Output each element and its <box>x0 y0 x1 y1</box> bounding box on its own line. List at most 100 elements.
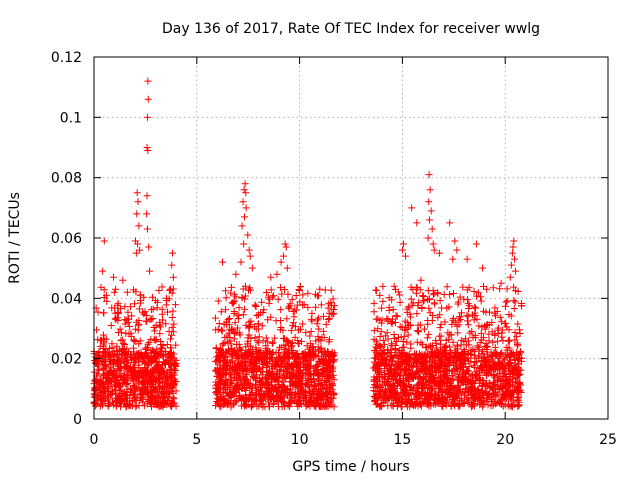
data-point <box>489 338 497 346</box>
data-point <box>132 403 140 411</box>
data-point <box>288 339 296 347</box>
data-point <box>98 336 106 344</box>
x-tick-label: 25 <box>599 432 617 448</box>
data-point <box>156 374 164 382</box>
data-point <box>151 327 159 335</box>
data-point <box>385 306 393 314</box>
data-point <box>156 321 164 329</box>
data-point <box>212 378 220 386</box>
data-point <box>148 372 156 380</box>
data-point <box>429 240 437 248</box>
data-point <box>308 317 316 325</box>
data-point <box>325 315 333 323</box>
data-point <box>414 327 422 335</box>
data-point <box>274 398 282 406</box>
data-point <box>382 389 390 397</box>
data-point <box>123 288 131 296</box>
data-point <box>292 356 300 364</box>
data-point <box>464 312 472 320</box>
data-point <box>294 350 302 357</box>
data-point <box>305 383 313 391</box>
data-point <box>426 186 434 194</box>
data-point <box>281 345 289 353</box>
data-point <box>222 287 230 295</box>
data-point <box>477 297 485 305</box>
data-point <box>488 356 496 364</box>
data-point <box>277 389 285 397</box>
data-point <box>135 305 143 313</box>
data-point <box>325 338 333 346</box>
data-point <box>409 286 417 294</box>
data-point <box>114 301 122 309</box>
data-point <box>515 398 523 406</box>
data-point <box>508 402 516 410</box>
data-point <box>143 400 151 408</box>
data-point <box>277 306 285 314</box>
data-point <box>436 368 444 376</box>
data-point <box>311 290 319 298</box>
data-point <box>435 249 443 257</box>
data-point <box>387 369 395 377</box>
data-point <box>230 365 238 373</box>
data-point <box>133 210 141 218</box>
data-point <box>144 340 152 348</box>
data-point <box>271 334 279 342</box>
data-point <box>291 333 299 341</box>
data-point <box>162 301 170 309</box>
data-point <box>286 399 294 407</box>
data-point <box>143 210 151 218</box>
data-point <box>515 326 523 334</box>
data-point <box>372 337 380 345</box>
data-point <box>131 300 139 308</box>
data-point <box>216 403 224 411</box>
data-point <box>449 255 457 263</box>
data-point <box>279 353 287 361</box>
data-point <box>420 374 428 382</box>
data-point <box>295 399 303 407</box>
data-point <box>259 367 267 375</box>
data-point <box>279 378 287 386</box>
data-point <box>151 387 159 395</box>
data-point <box>303 342 311 350</box>
data-point <box>263 288 271 296</box>
data-point <box>486 308 494 316</box>
data-point <box>158 283 166 291</box>
data-point <box>463 286 471 294</box>
data-point <box>243 350 251 358</box>
data-point <box>153 304 161 312</box>
data-point <box>304 400 312 408</box>
data-point <box>431 300 439 308</box>
data-point <box>156 349 164 357</box>
data-point <box>250 374 258 382</box>
data-point <box>259 381 267 389</box>
data-point <box>163 396 171 404</box>
data-point <box>325 377 333 385</box>
data-point <box>134 350 142 358</box>
data-point <box>476 339 484 347</box>
data-point <box>514 320 522 328</box>
data-point <box>470 288 478 296</box>
data-point <box>231 384 239 392</box>
data-point <box>248 346 256 354</box>
data-point <box>269 356 277 364</box>
data-point <box>262 344 270 352</box>
data-point <box>248 402 256 410</box>
data-point <box>130 397 138 405</box>
data-point <box>168 323 176 331</box>
data-point <box>232 270 240 278</box>
data-point <box>152 366 160 374</box>
data-point <box>156 330 164 338</box>
data-point <box>370 308 378 316</box>
data-point <box>302 328 310 336</box>
data-point <box>307 328 315 336</box>
data-point <box>433 289 441 297</box>
data-point <box>253 312 261 320</box>
data-point <box>509 243 517 251</box>
data-point <box>426 377 434 385</box>
data-point <box>140 384 148 392</box>
data-point <box>286 385 294 393</box>
y-tick-label: 0.06 <box>51 231 82 247</box>
data-point <box>300 301 308 309</box>
data-point <box>102 291 110 299</box>
data-point <box>502 302 510 310</box>
